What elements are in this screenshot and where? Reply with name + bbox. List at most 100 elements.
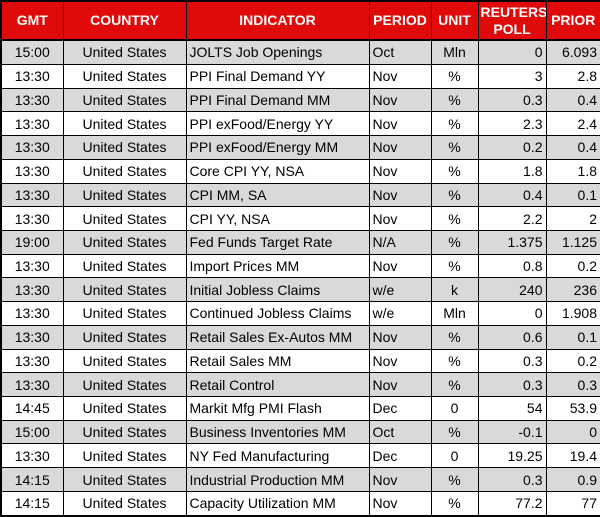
cell: Markit Mfg PMI Flash (185, 395, 370, 421)
cell: 13:30 (0, 372, 64, 397)
cell: % (430, 324, 479, 350)
column-header-prior: PRIOR (545, 0, 600, 41)
cell: United States (62, 87, 187, 113)
cell: Nov (368, 253, 432, 279)
cell: 13:30 (0, 301, 64, 326)
cell: United States (62, 467, 187, 492)
cell: 0.6 (477, 324, 547, 350)
cell: Oct (368, 39, 432, 65)
cell: % (430, 253, 479, 279)
cell: PPI Final Demand MM (185, 87, 370, 113)
table-row: 13:30 United States Import Prices MM Nov% 0.… (0, 253, 600, 279)
cell: 77.2 (477, 490, 547, 517)
cell: 0.9 (545, 467, 600, 492)
table-row: 13:30 United States Continued Jobless Clai… (0, 301, 600, 326)
cell: 0.3 (477, 372, 547, 397)
cell: Nov (368, 87, 432, 113)
cell: United States (62, 419, 187, 445)
cell: 13:30 (0, 324, 64, 350)
cell: 0.4 (545, 135, 600, 160)
cell: 2.4 (545, 111, 600, 137)
cell: Industrial Production MM (185, 467, 370, 492)
cell: 0.2 (545, 253, 600, 279)
cell: Core CPI YY, NSA (185, 158, 370, 184)
cell: CPI MM, SA (185, 182, 370, 208)
table-row: 13:30 United States Retail Sales Ex-Autos … (0, 324, 600, 350)
cell: % (430, 229, 479, 255)
cell: United States (62, 395, 187, 421)
cell: k (430, 277, 479, 303)
cell: % (430, 158, 479, 184)
cell: United States (62, 39, 187, 65)
cell: Retail Sales Ex-Autos MM (185, 324, 370, 350)
cell: 77 (545, 490, 600, 517)
cell: Nov (368, 324, 432, 350)
cell: % (430, 467, 479, 492)
header-row: GMT COUNTRY INDICATOR PERIOD UNIT REUTERS POL… (0, 0, 600, 41)
cell: 2.3 (477, 111, 547, 137)
table-row: 15:00 United States JOLTS Job Openings Oct M… (0, 39, 600, 65)
cell: 0.3 (477, 87, 547, 113)
table-row: 13:30 United States Retail Control Nov% 0.3 0… (0, 372, 600, 397)
cell: 1.8 (545, 158, 600, 184)
table-row: 13:30 United States CPI MM, SA Nov% 0.4 0.1 (0, 182, 600, 208)
cell: 13:30 (0, 253, 64, 279)
cell: 13:30 (0, 206, 64, 231)
cell: Nov (368, 372, 432, 397)
table-row: 13:30 United States PPI Final Demand MM Nov… (0, 87, 600, 113)
cell: Nov (368, 467, 432, 492)
cell: 0 (430, 443, 479, 469)
column-header-indicator: INDICATOR (185, 0, 370, 41)
cell: w/e (368, 277, 432, 303)
cell: % (430, 419, 479, 445)
cell: Initial Jobless Claims (185, 277, 370, 303)
cell: Capacity Utilization MM (185, 490, 370, 517)
column-header-period: PERIOD (368, 0, 432, 41)
cell: w/e (368, 301, 432, 326)
cell: 14:15 (0, 467, 64, 492)
table-row: 19:00 United States Fed Funds Target Rate N… (0, 229, 600, 255)
cell: Retail Sales MM (185, 348, 370, 374)
cell: Nov (368, 158, 432, 184)
cell: % (430, 490, 479, 517)
cell: 19.4 (545, 443, 600, 469)
cell: 6.093 (545, 39, 600, 65)
cell: 0 (477, 301, 547, 326)
cell: 0.2 (477, 135, 547, 160)
cell: Mln (430, 301, 479, 326)
cell: 13:30 (0, 348, 64, 374)
cell: PPI Final Demand YY (185, 63, 370, 89)
cell: 0.3 (545, 372, 600, 397)
cell: 1.908 (545, 301, 600, 326)
cell: United States (62, 206, 187, 231)
table-row: 13:30 United States CPI YY, NSA Nov% 2.2 2 (0, 206, 600, 231)
cell: United States (62, 443, 187, 469)
cell: United States (62, 324, 187, 350)
cell: 13:30 (0, 182, 64, 208)
cell: Nov (368, 490, 432, 517)
cell: 0.3 (477, 348, 547, 374)
cell: 14:15 (0, 490, 64, 517)
cell: United States (62, 135, 187, 160)
cell: 1.8 (477, 158, 547, 184)
cell: 0.4 (545, 87, 600, 113)
cell: % (430, 63, 479, 89)
cell: United States (62, 372, 187, 397)
cell: Fed Funds Target Rate (185, 229, 370, 255)
table-row: 13:30 United States Initial Jobless Claims… (0, 277, 600, 303)
cell: 15:00 (0, 39, 64, 65)
cell: % (430, 135, 479, 160)
cell: -0.1 (477, 419, 547, 445)
cell: 0.1 (545, 182, 600, 208)
table-header: GMT COUNTRY INDICATOR PERIOD UNIT REUTERS POL… (0, 0, 600, 41)
table-row: 13:30 United States Core CPI YY, NSA Nov% 1.… (0, 158, 600, 184)
cell: United States (62, 348, 187, 374)
cell: Business Inventories MM (185, 419, 370, 445)
cell: 13:30 (0, 63, 64, 89)
cell: Import Prices MM (185, 253, 370, 279)
cell: United States (62, 229, 187, 255)
table-row: 14:45 United States Markit Mfg PMI Flash De… (0, 395, 600, 421)
cell: % (430, 87, 479, 113)
cell: 19:00 (0, 229, 64, 255)
